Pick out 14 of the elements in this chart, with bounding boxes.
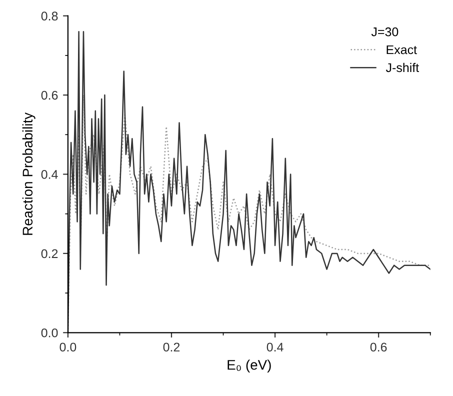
x-tick-label: 0.2 [163, 342, 180, 352]
y-tick-label: 0.4 [41, 170, 58, 179]
x-tick-label: 0.6 [370, 342, 387, 352]
y-tick-label: 0.8 [41, 12, 58, 20]
y-tick-label: 0.2 [41, 249, 58, 258]
y-tick-label: 0.6 [41, 90, 58, 100]
x-axis-title: E₀ (eV) [228, 360, 271, 373]
legend-label: J-shift [386, 62, 420, 72]
legend-title: J=30 [371, 27, 398, 36]
y-axis-title: Reaction Probability [22, 112, 36, 235]
x-tick-label: 0.0 [60, 342, 76, 352]
legend-label: Exact [386, 45, 417, 54]
x-tick-label: 0.4 [266, 342, 284, 352]
y-tick-label: 0.0 [41, 328, 58, 338]
